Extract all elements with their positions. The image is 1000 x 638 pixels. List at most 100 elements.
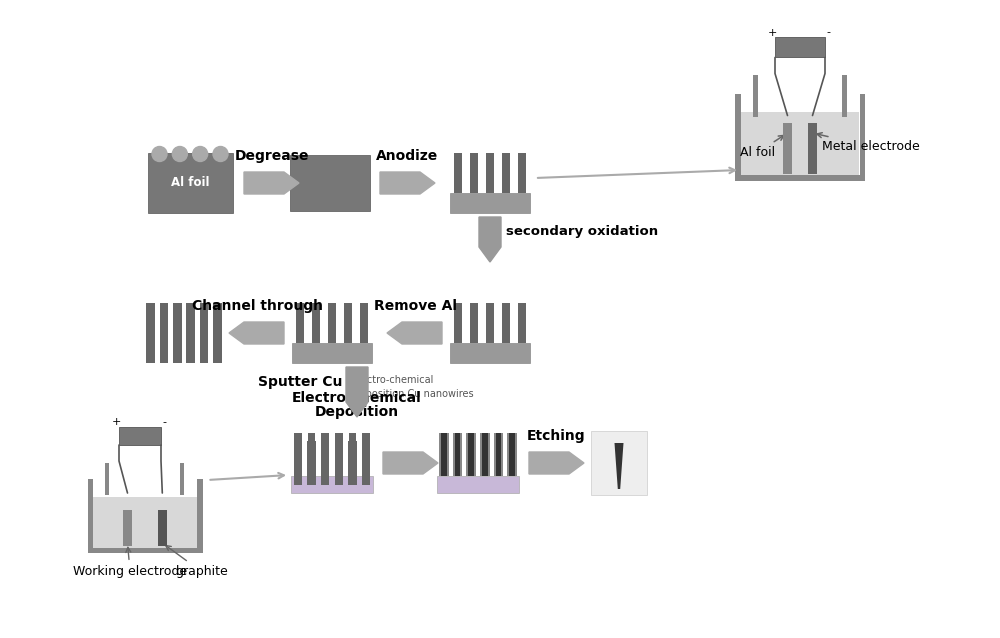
Text: Etching: Etching <box>527 429 585 443</box>
Bar <box>312 303 320 343</box>
Bar <box>200 303 208 363</box>
Text: Electro-chemical: Electro-chemical <box>352 375 433 385</box>
Bar <box>291 476 373 493</box>
Text: Deposition Cu nanowires: Deposition Cu nanowires <box>352 389 474 399</box>
Polygon shape <box>529 452 584 474</box>
Bar <box>104 463 109 495</box>
Bar <box>486 153 494 193</box>
Polygon shape <box>229 322 284 344</box>
Polygon shape <box>479 217 501 262</box>
Bar <box>307 441 316 485</box>
Bar <box>335 441 343 485</box>
Polygon shape <box>387 322 442 344</box>
Bar <box>308 433 315 476</box>
Bar <box>344 303 352 343</box>
Text: secondary oxidation: secondary oxidation <box>506 225 658 238</box>
Bar <box>453 433 462 476</box>
Bar <box>450 193 530 213</box>
Bar <box>454 303 462 343</box>
Bar <box>296 303 304 343</box>
Text: -: - <box>826 27 830 38</box>
Bar <box>496 433 501 476</box>
Bar <box>321 441 329 485</box>
Circle shape <box>213 147 228 161</box>
Bar <box>808 123 817 174</box>
Circle shape <box>152 147 167 161</box>
Text: Sputter Cu: Sputter Cu <box>258 375 342 389</box>
Bar <box>362 433 370 476</box>
Bar <box>180 463 184 495</box>
Bar <box>753 75 758 117</box>
Bar <box>502 303 510 343</box>
Bar <box>775 38 825 57</box>
Text: Degrease: Degrease <box>235 149 309 163</box>
Text: -: - <box>162 417 166 427</box>
Text: Remove Al: Remove Al <box>374 299 457 313</box>
Bar <box>93 497 197 547</box>
Bar <box>468 433 474 476</box>
Bar <box>518 303 526 343</box>
Bar <box>146 303 155 363</box>
Bar <box>470 303 478 343</box>
Bar <box>213 303 222 363</box>
Bar <box>783 123 792 174</box>
Bar <box>480 433 490 476</box>
Bar <box>591 431 647 495</box>
Bar <box>518 153 526 193</box>
Bar <box>335 433 343 476</box>
Text: Working electrode: Working electrode <box>73 547 187 578</box>
Polygon shape <box>244 172 299 194</box>
Text: +: + <box>767 27 777 38</box>
Bar <box>88 547 202 553</box>
Polygon shape <box>383 452 438 474</box>
Circle shape <box>193 147 208 161</box>
Bar <box>486 303 494 343</box>
Bar <box>740 112 859 175</box>
Text: Electro-chemical: Electro-chemical <box>292 391 422 405</box>
Bar <box>197 479 202 553</box>
Bar <box>482 433 488 476</box>
Bar <box>328 303 336 343</box>
Text: Metal electrode: Metal electrode <box>817 133 920 153</box>
Bar <box>437 476 519 493</box>
Text: Al foil: Al foil <box>171 177 209 189</box>
Polygon shape <box>346 367 368 417</box>
Bar <box>173 303 182 363</box>
Bar <box>735 94 740 181</box>
Text: Al foil: Al foil <box>740 135 784 159</box>
Bar <box>290 155 370 211</box>
Bar <box>439 433 449 476</box>
Bar <box>321 433 329 476</box>
Bar <box>502 153 510 193</box>
Bar <box>348 441 357 485</box>
Bar <box>360 303 368 343</box>
Text: Anodize: Anodize <box>376 149 438 163</box>
Circle shape <box>172 147 187 161</box>
Bar <box>441 433 447 476</box>
Polygon shape <box>614 443 624 489</box>
Text: graphite: graphite <box>166 545 228 578</box>
Bar <box>362 441 370 485</box>
Bar <box>450 343 530 363</box>
Bar <box>294 433 302 476</box>
Bar <box>507 433 517 476</box>
Bar <box>148 153 232 213</box>
Text: Channel through: Channel through <box>192 299 322 313</box>
Bar <box>494 433 503 476</box>
Bar <box>735 175 865 181</box>
Bar <box>470 153 478 193</box>
Text: +: + <box>111 417 121 427</box>
Polygon shape <box>380 172 435 194</box>
Bar <box>186 303 195 363</box>
Bar <box>158 510 166 546</box>
Text: Deposition: Deposition <box>315 405 399 419</box>
Bar <box>509 433 515 476</box>
Bar <box>292 343 372 363</box>
Bar <box>88 479 93 553</box>
Bar <box>349 433 356 476</box>
Bar <box>123 510 132 546</box>
Bar <box>119 427 161 445</box>
Bar <box>455 433 460 476</box>
Bar <box>466 433 476 476</box>
Bar <box>860 94 865 181</box>
